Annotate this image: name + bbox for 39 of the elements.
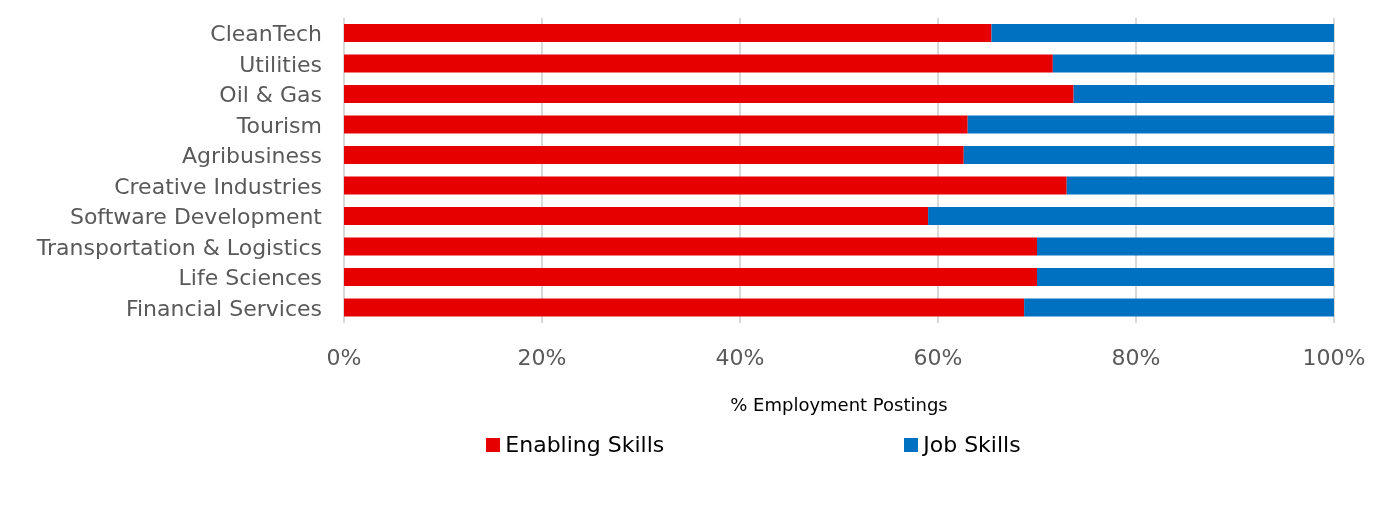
legend-label: Job Skills xyxy=(923,432,1021,457)
legend-label: Enabling Skills xyxy=(505,432,665,457)
bar xyxy=(344,207,929,225)
bar xyxy=(967,115,1334,134)
y-tick-label: Oil & Gas xyxy=(219,82,322,108)
x-tick-label: 0% xyxy=(326,344,362,370)
bar xyxy=(1037,237,1334,256)
bar xyxy=(1052,54,1334,73)
bar xyxy=(1066,176,1334,195)
bar xyxy=(344,146,964,164)
bar xyxy=(344,54,1053,73)
bar xyxy=(344,176,1067,195)
x-tick-label: 60% xyxy=(913,344,963,370)
y-tick-label: CleanTech xyxy=(210,21,322,47)
bar xyxy=(991,24,1334,42)
y-tick-label: Creative Industries xyxy=(114,173,322,199)
y-tick-label: Utilities xyxy=(239,51,322,77)
x-axis-title: % Employment Postings xyxy=(730,394,948,415)
bar xyxy=(1024,298,1334,317)
x-tick-label: 100% xyxy=(1302,344,1366,370)
bar xyxy=(344,115,968,134)
y-tick-label: Transportation & Logistics xyxy=(35,234,322,260)
y-tick-label: Software Development xyxy=(69,204,323,230)
y-tick-label: Agribusiness xyxy=(181,143,322,169)
bar xyxy=(344,268,1037,286)
bar xyxy=(963,146,1334,164)
y-tick-label: Tourism xyxy=(235,112,322,138)
bar xyxy=(344,85,1074,103)
bar xyxy=(344,237,1037,256)
y-tick-label: Life Sciences xyxy=(178,265,322,291)
y-tick-label: Financial Services xyxy=(125,295,322,321)
x-tick-label: 40% xyxy=(715,344,765,370)
bar xyxy=(1037,268,1334,286)
bar xyxy=(344,24,992,42)
bar xyxy=(344,298,1025,317)
x-tick-label: 20% xyxy=(517,344,567,370)
x-tick-label: 80% xyxy=(1111,344,1161,370)
bar xyxy=(1073,85,1334,103)
bar xyxy=(928,207,1334,225)
